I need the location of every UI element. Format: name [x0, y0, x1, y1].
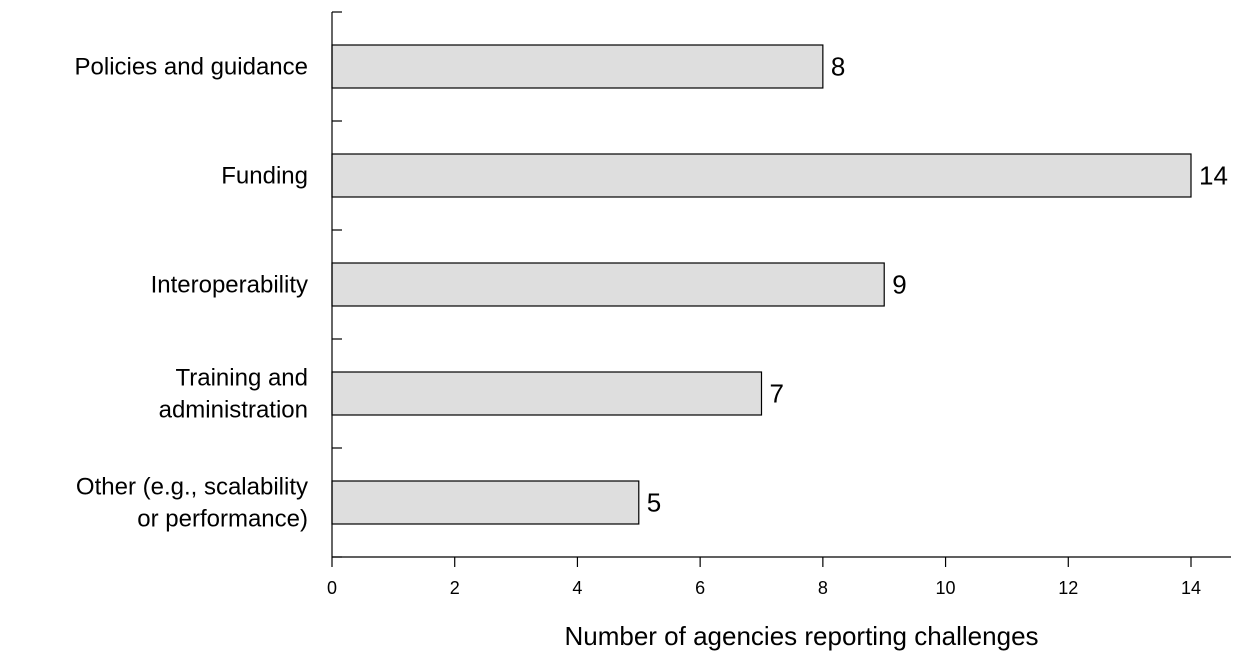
- category-label: Funding: [221, 163, 308, 190]
- y-ticks-group: [332, 11, 342, 558]
- bar: [331, 480, 640, 525]
- category-label-line: Policies and guidance: [75, 54, 309, 81]
- data-label: 8: [831, 52, 845, 82]
- axes-group: [331, 12, 1231, 558]
- x-ticks-group: 0 2 4 6 8 10 12 14: [327, 557, 1201, 598]
- bars-group: [331, 44, 1192, 525]
- bar: [331, 153, 1192, 198]
- data-labels-group: 8 14 9 7 5: [647, 52, 1228, 518]
- data-label: 14: [1199, 161, 1228, 191]
- category-label-line: Funding: [221, 163, 308, 190]
- x-tick-label: 0: [327, 578, 337, 598]
- x-tick-label: 12: [1058, 578, 1078, 598]
- category-label: Interoperability: [151, 272, 308, 299]
- x-tick-label: 2: [450, 578, 460, 598]
- x-tick-label: 10: [936, 578, 956, 598]
- x-tick-label: 6: [695, 578, 705, 598]
- x-tick-label: 4: [572, 578, 582, 598]
- data-label: 7: [770, 379, 784, 409]
- category-label-line: Other (e.g., scalability: [76, 474, 308, 501]
- category-label: Training and administration: [159, 365, 308, 424]
- category-label-line: or performance): [137, 506, 308, 533]
- data-label: 9: [892, 270, 906, 300]
- category-labels-group: Policies and guidance Funding Interoperabi…: [75, 54, 309, 533]
- bar: [331, 262, 885, 307]
- category-label-line: Training and: [175, 365, 308, 392]
- x-tick-label: 8: [818, 578, 828, 598]
- bar: [331, 44, 824, 89]
- category-label-line: Interoperability: [151, 272, 308, 299]
- category-label: Policies and guidance: [75, 54, 309, 81]
- data-label: 5: [647, 488, 661, 518]
- bar: [331, 371, 763, 416]
- category-label-line: administration: [159, 397, 308, 424]
- category-label: Other (e.g., scalability or performance): [76, 474, 308, 533]
- x-tick-label: 14: [1181, 578, 1201, 598]
- x-axis-title: Number of agencies reporting challenges: [564, 621, 1038, 651]
